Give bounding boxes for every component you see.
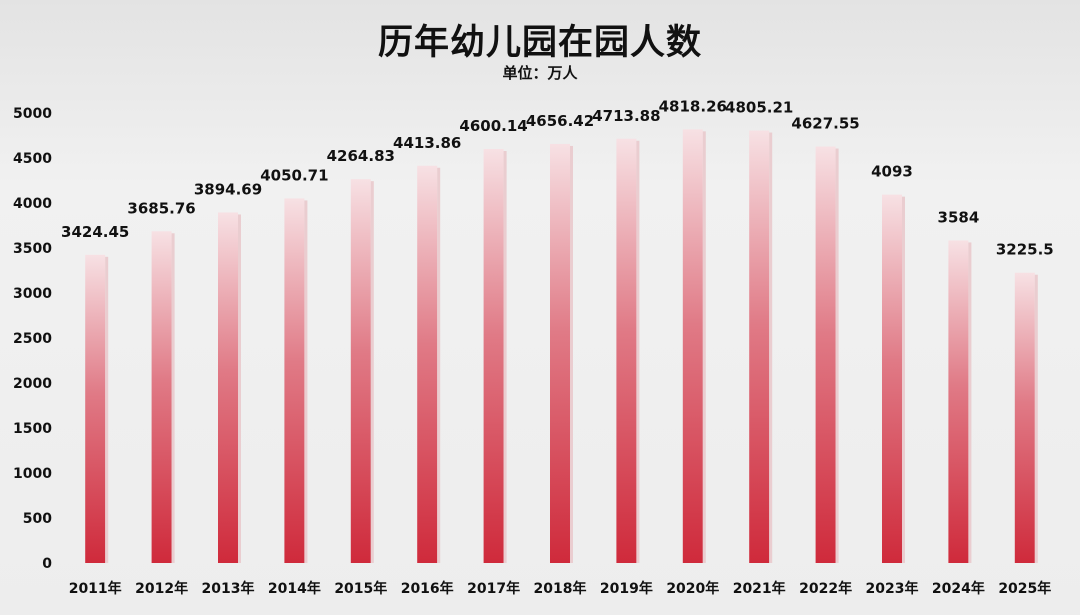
bar-side — [370, 181, 374, 564]
bar-side — [570, 145, 573, 564]
x-tick-label: 2014年 — [268, 580, 321, 597]
bar-side — [902, 196, 905, 563]
y-tick-label: 500 — [23, 511, 52, 527]
data-label: 4656.42 — [526, 112, 594, 130]
x-tick-label: 2020年 — [666, 580, 719, 597]
bar-side — [171, 233, 175, 563]
bar — [1014, 272, 1035, 563]
x-tick-label: 2022年 — [799, 580, 852, 597]
bar-side — [968, 242, 972, 563]
data-label: 4413.86 — [393, 134, 461, 152]
x-tick-label: 2012年 — [135, 580, 188, 597]
bar — [350, 179, 371, 564]
x-tick-label: 2013年 — [202, 580, 255, 597]
y-tick-label: 3500 — [13, 241, 52, 257]
bar — [284, 198, 305, 563]
bar — [948, 240, 969, 563]
bar-side — [636, 140, 640, 563]
y-tick-label: 1000 — [13, 466, 52, 482]
data-label: 3225.5 — [996, 241, 1054, 259]
x-tick-label: 2021年 — [733, 580, 786, 597]
bar — [749, 130, 770, 563]
bar-side — [835, 148, 839, 563]
bar — [483, 148, 504, 563]
chart-title: 历年幼儿园在园人数 — [377, 23, 702, 63]
bar — [151, 231, 172, 563]
y-tick-label: 2500 — [13, 331, 52, 347]
x-tick-label: 2019年 — [600, 580, 653, 597]
y-tick-label: 4500 — [13, 151, 52, 167]
bar — [218, 212, 238, 563]
bar — [550, 143, 570, 564]
bar — [417, 165, 438, 563]
y-tick-label: 0 — [42, 556, 52, 572]
data-label: 4600.14 — [459, 117, 527, 135]
bar-side — [702, 131, 706, 563]
bar-side — [105, 256, 109, 563]
y-axis: 0 500 1000 1500 2000 2500 3000 3500 4000 4500 5000 — [13, 106, 52, 572]
bar — [815, 146, 836, 563]
data-label: 4264.83 — [327, 147, 395, 165]
data-label: 4627.55 — [791, 115, 859, 133]
bar-side — [1034, 274, 1038, 563]
bars — [85, 129, 1038, 564]
data-label: 3584 — [938, 208, 980, 226]
y-tick-label: 2000 — [13, 376, 52, 392]
bar — [882, 194, 902, 563]
data-label: 3424.45 — [61, 223, 129, 241]
bar — [682, 129, 703, 563]
data-label: 4050.71 — [260, 166, 328, 184]
bar — [616, 138, 637, 563]
bar-side — [769, 132, 773, 563]
bar-side — [238, 214, 241, 563]
y-tick-label: 1500 — [13, 421, 52, 437]
x-tick-label: 2024年 — [932, 580, 985, 597]
data-label: 4805.21 — [725, 99, 793, 117]
data-label: 4818.26 — [659, 97, 727, 115]
bar-side — [437, 167, 441, 563]
x-tick-label: 2011年 — [69, 580, 122, 597]
x-tick-label: 2016年 — [401, 580, 454, 597]
x-tick-label: 2015年 — [334, 580, 387, 597]
x-tick-label: 2017年 — [467, 580, 520, 597]
x-tick-label: 2018年 — [534, 580, 587, 597]
data-label: 3685.76 — [127, 199, 195, 217]
x-tick-label: 2023年 — [866, 580, 919, 597]
chart-subtitle: 单位：万人 — [502, 64, 578, 82]
bar-side — [304, 200, 308, 563]
x-axis: 2011年 2012年 2013年 2014年 2015年 2016年 2017年 2018年… — [69, 580, 1052, 597]
data-label: 4713.88 — [592, 107, 660, 125]
y-tick-label: 4000 — [13, 196, 52, 212]
data-label: 3894.69 — [194, 180, 262, 198]
x-tick-label: 2025年 — [998, 580, 1051, 597]
bar — [85, 254, 106, 563]
y-tick-label: 5000 — [13, 106, 52, 122]
data-label: 4093 — [871, 163, 913, 181]
bar-side — [503, 150, 507, 563]
data-labels: 3424.45 3685.763894.694050.714264.834413.… — [61, 97, 1054, 258]
y-tick-label: 3000 — [13, 286, 52, 302]
